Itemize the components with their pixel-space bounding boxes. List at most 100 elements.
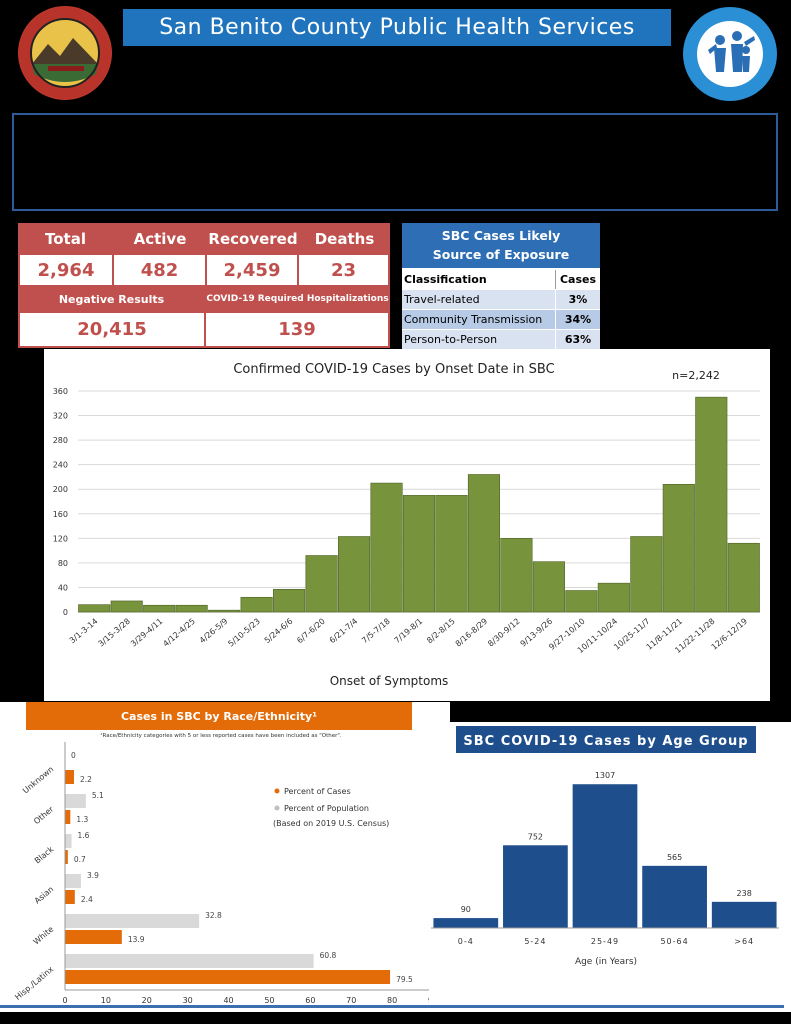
- onset-bar: [208, 609, 241, 613]
- race-population-label: 5.1: [92, 791, 104, 800]
- exposure-table-title: SBC Cases Likely Source of Exposure: [402, 223, 600, 268]
- exposure-header-row: Classification Cases: [402, 270, 600, 289]
- onset-bar: [467, 474, 501, 613]
- age-category-label: 25-49: [591, 937, 619, 946]
- age-bar: [572, 784, 638, 928]
- age-chart-xlabel: Age (in Years): [575, 957, 637, 967]
- race-xtick-label: 80: [387, 996, 397, 1005]
- hospitalizations-value: 139: [206, 313, 388, 346]
- deaths-value: 23: [299, 255, 388, 285]
- race-population-bar: [65, 874, 81, 888]
- onset-ytick-label: 120: [53, 534, 68, 543]
- race-cases-bar: [65, 970, 391, 984]
- onset-chart-panel: Confirmed COVID-19 Cases by Onset Date i…: [44, 349, 770, 701]
- onset-bar: [597, 582, 630, 613]
- table-row: Travel-related 3%: [402, 290, 600, 309]
- public-health-logo: [682, 6, 778, 102]
- legend-population-label: Percent of Population: [284, 804, 369, 813]
- legend-cases-label: Percent of Cases: [284, 787, 351, 796]
- onset-xtick-label: 4/12-4/25: [161, 617, 197, 649]
- race-chart-panel: Cases in SBC by Race/Ethnicity¹ ¹Race/Et…: [0, 702, 450, 1012]
- onset-bar: [110, 600, 143, 613]
- race-cases-bar: [65, 770, 74, 784]
- onset-xtick-label: 8/2-8/15: [425, 617, 457, 646]
- exposure-source-table: SBC Cases Likely Source of Exposure Clas…: [402, 223, 600, 349]
- race-xtick-label: 50: [264, 996, 274, 1005]
- age-category-label: 0-4: [458, 937, 474, 946]
- onset-bar: [273, 588, 306, 613]
- age-value-label: 238: [737, 889, 752, 898]
- onset-bar: [402, 495, 436, 613]
- onset-xtick-label: 3/29-4/11: [129, 617, 165, 649]
- case-summary-table: Total Active Recovered Deaths 2,964 482 …: [18, 223, 390, 348]
- race-cases-label: 2.4: [81, 895, 93, 904]
- race-population-bar: [65, 794, 86, 808]
- exposure-row-value: 3%: [568, 293, 588, 306]
- onset-xtick-label: 4/26-5/9: [198, 617, 230, 646]
- race-population-label: 3.9: [87, 871, 99, 880]
- race-xtick-label: 20: [142, 996, 152, 1005]
- exposure-col-classification: Classification: [402, 270, 556, 289]
- age-chart-title: SBC COVID-19 Cases by Age Group: [463, 734, 748, 749]
- onset-bar: [565, 590, 598, 613]
- race-cases-label: 1.3: [76, 815, 88, 824]
- announcement-banner: [12, 113, 778, 211]
- onset-ytick-label: 360: [53, 387, 68, 396]
- age-bar: [711, 901, 777, 928]
- onset-xtick-label: 5/10-5/23: [226, 617, 262, 649]
- race-population-bar: [65, 914, 200, 928]
- race-category-label: Hisp./Latinx: [13, 964, 55, 1001]
- onset-xtick-label: 6/7-6/20: [295, 617, 327, 646]
- onset-ytick-label: 0: [63, 608, 68, 617]
- age-category-label: >64: [734, 937, 754, 946]
- exposure-title-line1: SBC Cases Likely: [441, 228, 561, 244]
- race-chart-title: Cases in SBC by Race/Ethnicity¹: [121, 710, 317, 723]
- exposure-row-label: Travel-related: [402, 290, 556, 309]
- race-cases-bar: [65, 930, 122, 944]
- race-category-label: Black: [33, 844, 56, 865]
- age-bar: [433, 918, 499, 928]
- age-category-label: 5-24: [524, 937, 546, 946]
- onset-xtick-label: 8/16-8/29: [454, 617, 490, 649]
- age-title-bar: [456, 726, 756, 753]
- age-bar: [503, 845, 568, 928]
- onset-ytick-label: 280: [53, 436, 68, 445]
- race-cases-bar: [65, 890, 75, 904]
- legend-population-note: (Based on 2019 U.S. Census): [273, 819, 389, 828]
- race-category-label: White: [32, 925, 56, 947]
- race-xtick-label: 0: [62, 996, 67, 1005]
- onset-xtick-label: 3/15-3/28: [96, 617, 132, 649]
- race-category-label: Asian: [33, 885, 56, 906]
- race-xtick-label: 10: [101, 996, 111, 1005]
- recovered-label: Recovered: [208, 230, 298, 248]
- deaths-label: Deaths: [314, 230, 375, 248]
- onset-ytick-label: 80: [58, 559, 68, 568]
- race-chart-footnote: ¹Race/Ethnicity categories with 5 or les…: [100, 732, 342, 739]
- exposure-row-label: Person-to-Person: [402, 330, 556, 349]
- race-cases-label: 2.2: [80, 775, 92, 784]
- age-value-label: 90: [461, 905, 471, 914]
- onset-xtick-label: 12/6-12/19: [710, 617, 749, 652]
- race-xtick-label: 40: [223, 996, 233, 1005]
- onset-bar: [662, 484, 695, 613]
- onset-bar: [435, 495, 468, 613]
- race-cases-label: 13.9: [128, 935, 145, 944]
- onset-bar: [337, 536, 371, 613]
- county-seal-logo: [18, 6, 112, 100]
- exposure-col-cases: Cases: [559, 273, 597, 286]
- race-chart: Cases in SBC by Race/Ethnicity¹ ¹Race/Et…: [13, 702, 438, 1005]
- race-category-label: Other: [32, 804, 56, 826]
- negative-results-value: 20,415: [20, 313, 204, 346]
- table-row: Community Transmission 34%: [402, 310, 600, 329]
- age-chart: SBC COVID-19 Cases by Age Group 90 0-4 752…: [431, 726, 779, 967]
- negative-results-label: Negative Results: [58, 292, 165, 306]
- onset-xtick-label: 8/30-9/12: [486, 617, 522, 649]
- age-value-label: 1307: [595, 771, 615, 780]
- onset-ytick-label: 160: [53, 510, 68, 519]
- hospitalizations-label: COVID-19 Required Hospitalizations: [206, 294, 389, 304]
- onset-chart-xlabel: Onset of Symptoms: [330, 674, 449, 688]
- age-category-label: 50-64: [660, 937, 688, 946]
- exposure-title-line2: Source of Exposure: [432, 246, 570, 262]
- onset-ytick-label: 200: [53, 485, 68, 494]
- age-chart-panel: SBC COVID-19 Cases by Age Group 90 0-4 752…: [429, 722, 791, 1012]
